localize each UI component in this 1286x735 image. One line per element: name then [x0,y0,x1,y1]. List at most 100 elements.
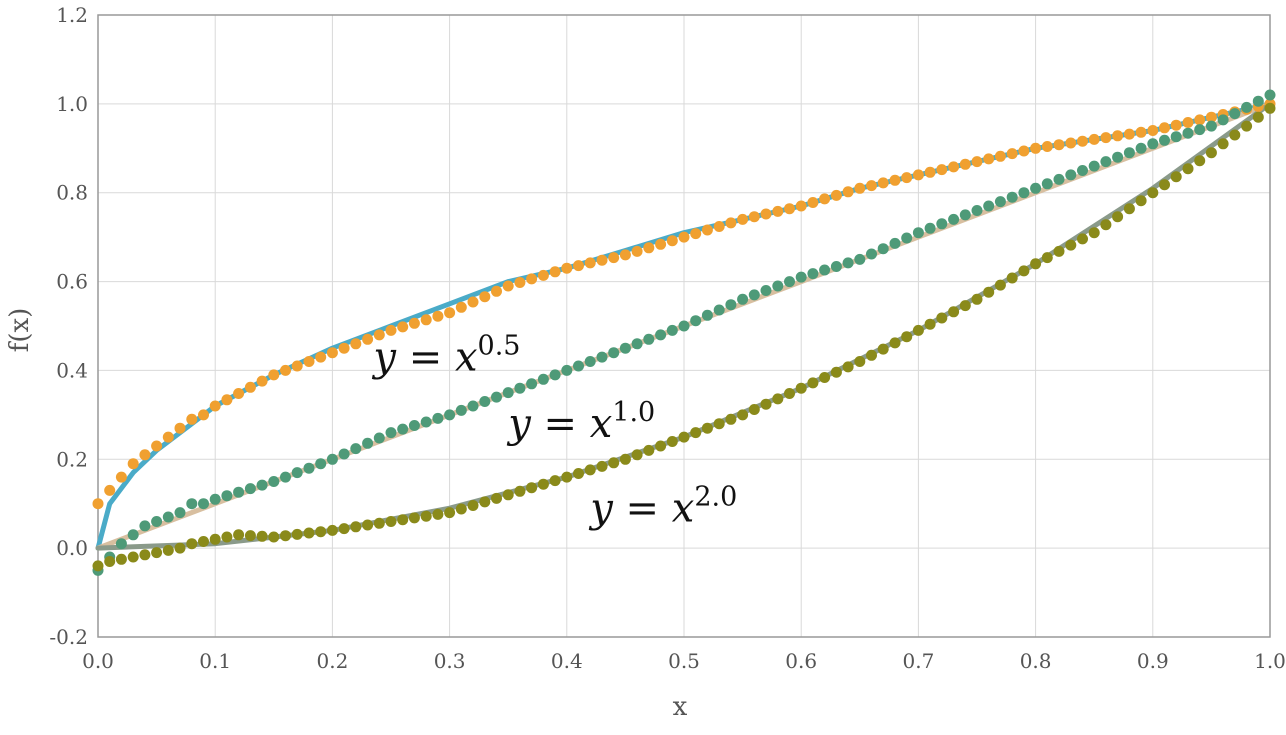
data-point-x1 [725,299,737,311]
data-point-x2 [514,485,526,497]
data-point-x1 [514,382,526,394]
data-point-x1 [408,420,420,431]
data-point-x2 [444,507,456,519]
data-point-x0.5 [549,266,561,278]
data-point-x0.5 [596,254,608,266]
data-point-x2 [901,331,913,343]
plot-border [97,14,1271,638]
data-point-x2 [151,547,163,559]
data-point-x1 [912,227,924,239]
data-point-x1 [713,304,725,316]
data-point-x0.5 [455,301,467,313]
data-point-x0.5 [1194,114,1206,126]
data-point-x2 [573,468,584,479]
data-point-x1 [362,437,374,449]
data-point-x1 [608,347,620,359]
data-point-x2 [268,531,280,543]
data-point-x1 [162,511,174,523]
data-point-x2 [233,529,245,541]
data-point-x1 [198,498,209,510]
data-point-x2 [760,398,772,410]
x-tick-label: 0.2 [316,649,348,673]
data-point-x2 [1112,211,1124,223]
data-point-x1 [596,351,608,363]
data-point-x1 [1217,114,1229,126]
plot-area [92,89,1276,576]
x-tick-label: 0.0 [82,649,114,673]
data-point-x1 [737,293,749,305]
data-point-x2 [174,542,186,554]
data-point-x2 [784,388,795,399]
data-point-x0.5 [127,458,139,470]
data-point-x0.5 [362,333,374,345]
data-point-x0.5 [373,329,385,341]
data-point-x2 [139,549,151,561]
x-tick-label: 0.9 [1137,649,1169,673]
data-point-x1 [795,271,807,283]
data-point-x2 [1088,227,1100,239]
data-point-x1 [1112,151,1124,163]
data-point-x0.5 [397,321,409,333]
data-point-x1 [573,360,584,372]
data-point-x2 [1077,233,1088,245]
data-point-x2 [303,527,315,539]
data-point-x0.5 [491,285,502,297]
data-point-x0.5 [924,166,936,178]
data-point-x1 [444,409,456,421]
data-point-x2 [1053,245,1065,257]
data-point-x0.5 [573,260,584,272]
data-point-x2 [491,492,502,504]
data-point-x0.5 [1147,125,1159,136]
x-tick-label: 0.6 [785,649,817,673]
data-point-x1 [842,257,854,269]
data-point-x1 [1100,156,1112,168]
y-tick-label: 0.2 [56,447,88,471]
data-point-x0.5 [1041,141,1053,152]
data-point-x2 [502,489,514,501]
data-point-x1 [819,264,831,276]
x-tick-label: 0.4 [551,649,583,673]
data-point-x1 [151,516,163,527]
data-point-x2 [420,510,432,522]
data-point-x0.5 [444,307,456,319]
data-point-x0.5 [713,221,725,232]
data-point-x0.5 [830,189,842,201]
data-point-x2 [596,460,608,472]
data-point-x0.5 [643,242,655,254]
data-point-x1 [584,356,596,367]
data-point-x2 [924,318,936,330]
data-point-x0.5 [1006,148,1018,160]
data-point-x2 [432,508,444,520]
data-point-x2 [889,337,901,349]
data-point-x2 [162,544,174,556]
data-point-x2 [619,453,631,465]
data-point-x2 [772,393,784,405]
data-point-x1 [959,209,971,221]
data-point-x1 [244,483,256,495]
annotation-exponent: 1.0 [612,397,655,428]
data-point-x2 [1252,111,1264,123]
data-point-x0.5 [256,375,268,387]
data-point-x1 [1194,124,1206,136]
data-point-x2 [373,517,385,529]
data-point-x0.5 [350,338,362,350]
data-point-x0.5 [725,217,737,229]
data-point-x2 [186,538,198,550]
data-point-x2 [737,409,749,421]
data-point-x1 [549,369,561,381]
x-tick-label: 1.0 [1254,649,1286,673]
y-tick-label: 0.4 [56,358,88,382]
data-point-x0.5 [233,388,245,399]
data-point-x1 [983,200,995,212]
data-point-x0.5 [268,369,280,381]
data-point-x2 [1229,129,1241,141]
data-point-x2 [1041,252,1053,264]
data-point-x0.5 [432,310,444,322]
data-point-x0.5 [994,150,1006,162]
data-point-x0.5 [221,394,233,406]
data-point-x0.5 [1053,139,1065,151]
data-point-x2 [819,372,831,383]
data-point-x0.5 [151,440,163,452]
data-point-x2 [198,536,209,547]
y-tick-label: 0.0 [56,536,88,560]
